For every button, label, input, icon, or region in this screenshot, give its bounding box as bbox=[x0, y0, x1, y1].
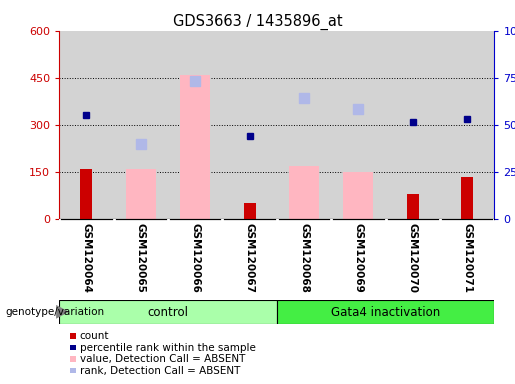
Bar bbox=[180, 74, 210, 219]
Bar bbox=[344, 172, 373, 219]
Bar bbox=[244, 203, 255, 219]
Text: Gata4 inactivation: Gata4 inactivation bbox=[331, 306, 440, 318]
Text: value, Detection Call = ABSENT: value, Detection Call = ABSENT bbox=[80, 354, 245, 364]
Text: GSM120067: GSM120067 bbox=[245, 223, 254, 293]
Text: GDS3663 / 1435896_at: GDS3663 / 1435896_at bbox=[173, 13, 342, 30]
Text: genotype/variation: genotype/variation bbox=[5, 307, 104, 317]
FancyBboxPatch shape bbox=[277, 300, 494, 324]
Text: GSM120066: GSM120066 bbox=[190, 223, 200, 293]
Text: rank, Detection Call = ABSENT: rank, Detection Call = ABSENT bbox=[80, 366, 240, 376]
Text: GSM120069: GSM120069 bbox=[353, 223, 364, 293]
Bar bbox=[461, 177, 473, 219]
Bar bbox=[289, 166, 319, 219]
Text: percentile rank within the sample: percentile rank within the sample bbox=[80, 343, 256, 353]
Text: GSM120071: GSM120071 bbox=[462, 223, 472, 293]
Text: control: control bbox=[147, 306, 188, 318]
Text: GSM120070: GSM120070 bbox=[408, 223, 418, 293]
Text: GSM120065: GSM120065 bbox=[136, 223, 146, 293]
Text: GSM120064: GSM120064 bbox=[81, 223, 92, 293]
Polygon shape bbox=[56, 305, 69, 319]
Bar bbox=[80, 169, 92, 219]
Text: GSM120068: GSM120068 bbox=[299, 223, 309, 293]
Text: count: count bbox=[80, 331, 109, 341]
Bar bbox=[407, 194, 419, 219]
FancyBboxPatch shape bbox=[59, 300, 277, 324]
Bar bbox=[126, 169, 156, 219]
